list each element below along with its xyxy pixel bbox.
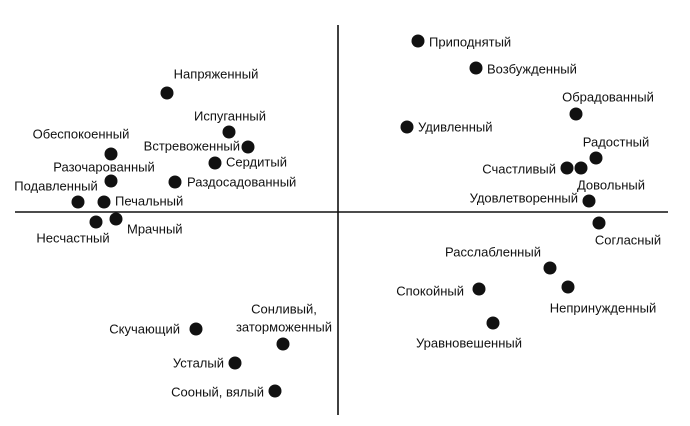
dot	[104, 174, 118, 188]
node-label: Печальный	[115, 193, 183, 208]
node-label: Обеспокоенный	[33, 126, 130, 141]
node-label: Радостный	[583, 134, 650, 149]
dot	[160, 86, 174, 100]
node-label: Довольный	[577, 177, 645, 192]
node-label: Подавленный	[14, 178, 98, 193]
dot	[208, 156, 222, 170]
dot	[189, 322, 203, 336]
node-label: Уравновешенный	[416, 335, 522, 350]
dot	[89, 215, 103, 229]
dot	[71, 195, 85, 209]
dot	[97, 195, 111, 209]
node-label: Разочарованный	[53, 159, 155, 174]
node-label: Сердитый	[226, 154, 287, 169]
dot	[589, 151, 603, 165]
node-label: Согласный	[595, 232, 661, 247]
dot	[222, 125, 236, 139]
dot	[104, 147, 118, 161]
dot	[582, 194, 596, 208]
node-label: Обрадованный	[562, 89, 654, 104]
node-label: Счастливый	[482, 161, 556, 176]
node-label: Спокойный	[396, 283, 464, 298]
node-label: Расслабленный	[445, 244, 541, 259]
node-label: Удовлетворенный	[470, 190, 578, 205]
node-label: Приподнятый	[429, 34, 511, 49]
node-label: Возбужденный	[487, 61, 577, 76]
node-label: Сооный, вялый	[171, 384, 264, 399]
node-label: Усталый	[173, 355, 224, 370]
node-label: Сонливый,	[251, 301, 317, 316]
dot	[411, 34, 425, 48]
dot	[569, 107, 583, 121]
node-label: Скучающий	[109, 321, 180, 336]
node-label: Раздосадованный	[187, 174, 296, 189]
node-label: Удивленный	[418, 119, 492, 134]
node-label: Встревоженный	[144, 138, 240, 153]
node-label: заторможенный	[236, 319, 332, 334]
dot	[469, 61, 483, 75]
dot	[268, 384, 282, 398]
dot	[400, 120, 414, 134]
dot	[592, 216, 606, 230]
dot	[543, 261, 557, 275]
dot	[241, 140, 255, 154]
dot	[486, 316, 500, 330]
node-label: Напряженный	[174, 66, 259, 81]
node-label: Испуганный	[194, 108, 266, 123]
dot	[560, 161, 574, 175]
dot	[228, 356, 242, 370]
dot	[109, 212, 123, 226]
node-label: Мрачный	[127, 221, 183, 236]
node-label: Непринужденный	[550, 300, 656, 315]
dot	[168, 175, 182, 189]
dot	[472, 282, 486, 296]
node-label: Несчастный	[36, 230, 109, 245]
dot	[561, 280, 575, 294]
dot	[574, 161, 588, 175]
dot	[276, 337, 290, 351]
